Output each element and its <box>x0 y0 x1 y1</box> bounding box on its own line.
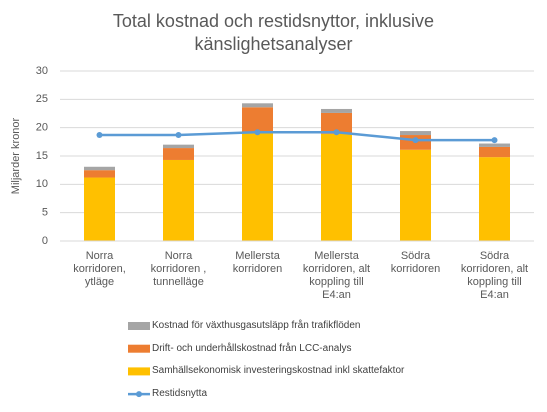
y-tick-label: 10 <box>36 178 48 190</box>
bar <box>84 170 115 178</box>
bar <box>84 166 115 171</box>
line-marker <box>412 137 419 144</box>
legend-swatch <box>128 322 150 330</box>
legend-swatch <box>136 391 142 398</box>
bar <box>321 133 352 241</box>
x-tick-label: Mellersta korridoren <box>232 250 283 275</box>
line <box>99 130 495 142</box>
line-marker <box>96 132 103 139</box>
line-marker <box>254 129 261 136</box>
bar <box>479 157 510 241</box>
bar <box>163 144 194 149</box>
bar <box>479 146 510 158</box>
legend-label: Kostnad för växthusgasutsläpp från trafi… <box>152 320 361 331</box>
x-tick-label: Norra korridoren , tunnelläge <box>150 250 207 288</box>
y-axis-label: Miljarder kronor <box>10 117 22 194</box>
y-tick-label: 30 <box>36 65 48 77</box>
y-tick-label: 25 <box>36 93 48 105</box>
y-tick-label: 0 <box>42 235 48 247</box>
x-tick-label: Södra korridoren, alt koppling till E4:a… <box>460 250 529 301</box>
bar <box>321 108 352 113</box>
x-tick-label: Mellersta korridoren, alt koppling till … <box>302 250 371 301</box>
legend-label: Drift- och underhållskostnad från LCC-an… <box>152 342 352 354</box>
bar <box>479 143 510 147</box>
legend-label: Samhällsekonomisk investeringskostnad in… <box>152 365 405 377</box>
bar <box>163 148 194 160</box>
bar <box>400 149 431 241</box>
line-marker <box>491 137 498 144</box>
bar <box>321 112 352 134</box>
line-marker <box>333 129 340 136</box>
legend-swatch <box>128 344 150 353</box>
bar <box>84 177 115 241</box>
legend-swatch <box>128 367 150 376</box>
legend-label: Restidsnytta <box>152 388 208 400</box>
line-marker <box>175 132 182 139</box>
bar <box>242 103 273 108</box>
bar <box>242 133 273 241</box>
y-tick-label: 15 <box>36 150 48 162</box>
bar <box>400 131 431 136</box>
y-tick-label: 5 <box>42 207 48 219</box>
bar <box>163 159 194 241</box>
x-tick-label: Norra korridoren, ytläge <box>73 250 126 288</box>
chart-title: Total kostnad och restidsnyttor, inklusi… <box>112 11 435 54</box>
bar <box>242 107 273 134</box>
y-tick-label: 20 <box>36 122 48 134</box>
x-tick-label: Södra korridoren <box>390 250 441 275</box>
